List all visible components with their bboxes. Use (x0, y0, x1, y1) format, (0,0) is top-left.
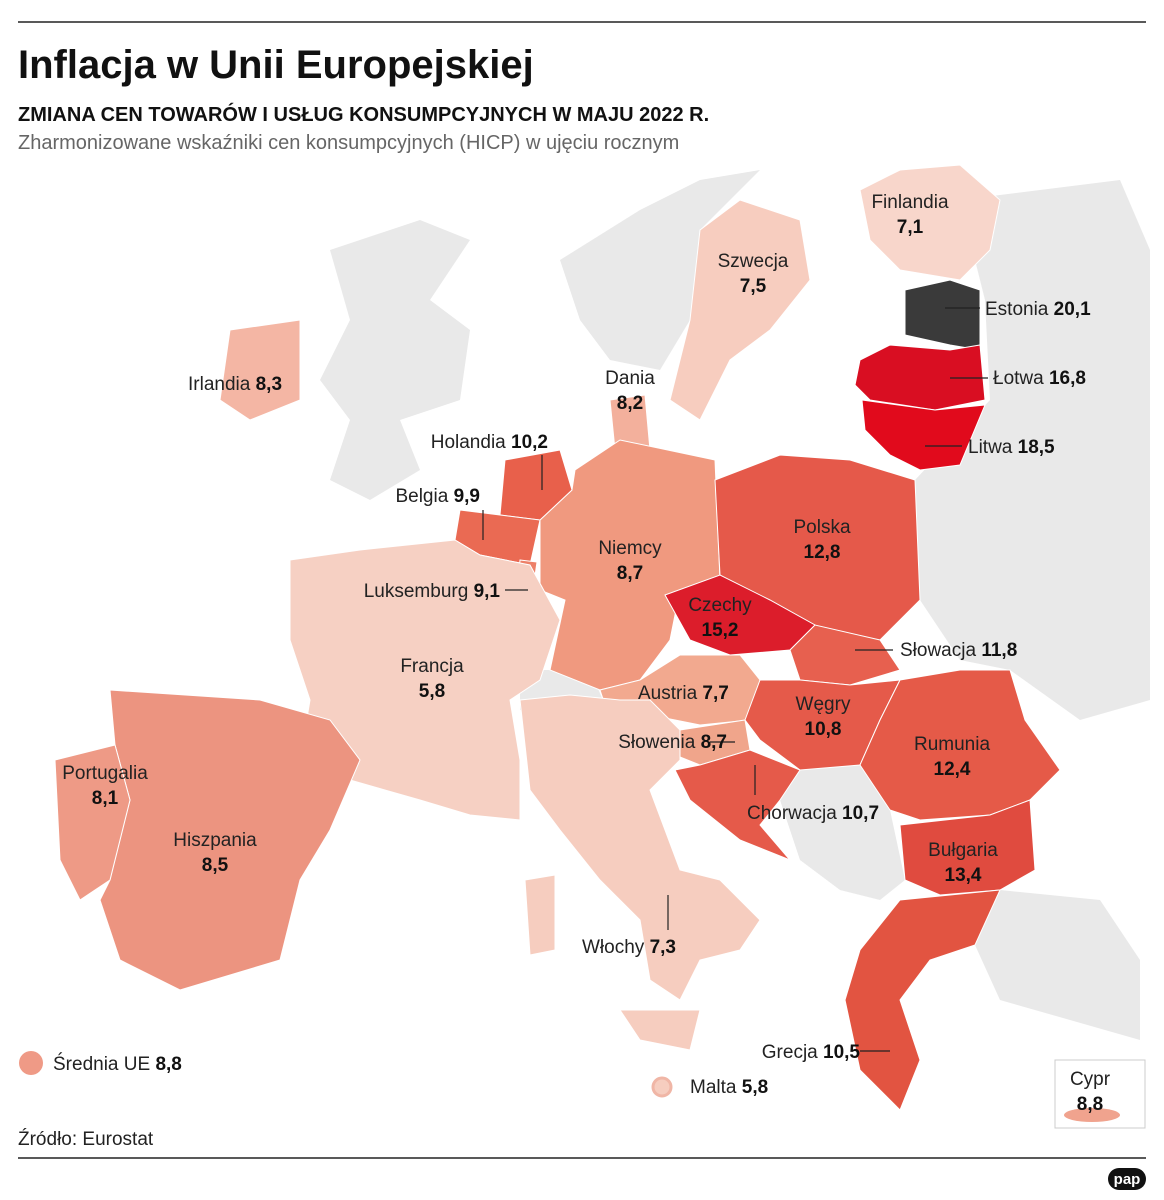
country-value: 8,2 (617, 393, 643, 414)
country-name: Hiszpania (173, 830, 257, 851)
country-value: 8,7 (617, 563, 643, 584)
country-value: 11,8 (981, 640, 1017, 661)
country-name: Litwa (968, 437, 1013, 458)
country-value: 13,4 (945, 865, 982, 886)
country-label: Luksemburg 9,1 (364, 581, 501, 602)
country-value: 8,8 (1077, 1094, 1103, 1115)
country-name: Dania (605, 368, 655, 389)
country-label: Holandia 10,2 (431, 432, 548, 453)
country-label: Belgia 9,9 (395, 486, 480, 507)
country-value: 10,2 (511, 432, 548, 453)
country-name: Estonia (985, 299, 1049, 320)
country-label: Litwa 18,5 (968, 437, 1055, 458)
latvia (854, 344, 986, 411)
country-label: Malta 5,8 (690, 1077, 768, 1098)
country-value: 18,5 (1018, 437, 1055, 458)
country-value: 10,8 (805, 719, 842, 740)
legend-name: Średnia UE (53, 1053, 150, 1075)
country-name: Irlandia (188, 374, 251, 395)
country-value: 9,9 (454, 486, 480, 507)
country-label: Słowenia 8,7 (618, 732, 727, 753)
country-name: Portugalia (62, 763, 148, 784)
title: Inflacja w Unii Europejskiej (18, 43, 534, 87)
country-label: Chorwacja 10,7 (747, 803, 879, 824)
country-name: Cypr (1070, 1069, 1111, 1090)
ireland (219, 319, 301, 421)
country-value: 7,7 (702, 683, 728, 704)
legend-swatch (19, 1051, 43, 1075)
country-value: 12,8 (804, 542, 841, 563)
country-label: Grecja 10,5 (762, 1042, 861, 1063)
country-name: Malta (690, 1077, 737, 1098)
bulgaria (899, 799, 1036, 896)
italy (519, 694, 761, 1001)
estonia (904, 279, 981, 351)
country-name: Austria (638, 683, 698, 704)
country-name: Włochy (582, 937, 645, 958)
country-value: 8,5 (202, 855, 229, 876)
country-value: 20,1 (1054, 299, 1091, 320)
countries (54, 164, 1061, 1111)
country-name: Szwecja (718, 251, 789, 272)
country-name: Chorwacja (747, 803, 837, 824)
country-labels: Finlandia 7,1 Szwecja 7,5 Estonia 20,1 Łotwa … (62, 192, 1111, 1115)
country-value: 7,3 (650, 937, 676, 958)
country-label: Austria 7,7 (638, 683, 729, 704)
greece (844, 889, 1001, 1111)
lithuania (861, 399, 986, 471)
legend-value: 8,8 (155, 1054, 181, 1075)
country-value: 9,1 (474, 581, 501, 602)
country-name: Francja (400, 656, 464, 677)
country-name: Czechy (688, 595, 752, 616)
country-value: 5,8 (419, 681, 445, 702)
country-label: Irlandia 8,3 (188, 374, 282, 395)
country-name: Luksemburg (364, 581, 469, 602)
country-label: Estonia 20,1 (985, 299, 1091, 320)
country-label: Włochy 7,3 (582, 937, 676, 958)
country-name: Węgry (796, 694, 851, 715)
country-value: 8,7 (701, 732, 727, 753)
country-name: Słowacja (900, 640, 976, 661)
leader-lines (482, 307, 988, 1052)
croatia (674, 749, 801, 861)
cyprus (1064, 1108, 1120, 1122)
background-land (320, 170, 1150, 1040)
country-value: 7,1 (897, 217, 924, 238)
malta (651, 1076, 673, 1098)
country-value: 5,8 (742, 1077, 768, 1098)
legend-label: Średnia UE 8,8 (53, 1053, 182, 1075)
country-name: Grecja (762, 1042, 818, 1063)
country-value: 8,3 (256, 374, 282, 395)
country-label: Łotwa 16,8 (993, 368, 1086, 389)
country-value: 15,2 (702, 620, 739, 641)
subtitle: ZMIANA CEN TOWARÓW I USŁUG KONSUMPCYJNYC… (18, 102, 709, 126)
portugal (54, 744, 131, 901)
country-name: Słowenia (618, 732, 696, 753)
description: Zharmonizowane wskaźniki cen konsumpcyjn… (18, 132, 679, 154)
source: Źródło: Eurostat (18, 1129, 154, 1150)
country-name: Holandia (431, 432, 506, 453)
finland (859, 164, 1001, 281)
country-value: 10,7 (842, 803, 879, 824)
country-value: 7,5 (740, 276, 767, 297)
country-name: Rumunia (914, 734, 990, 755)
country-name: Belgia (395, 486, 448, 507)
netherlands (499, 449, 573, 521)
country-value: 16,8 (1049, 368, 1086, 389)
country-label: Słowacja 11,8 (900, 640, 1017, 661)
country-name: Finlandia (871, 192, 949, 213)
sweden (669, 199, 811, 421)
sardinia (524, 874, 556, 956)
country-value: 8,1 (92, 788, 119, 809)
country-name: Bułgaria (928, 840, 998, 861)
logo: pap (1114, 1171, 1141, 1188)
logo-badge (1108, 1168, 1146, 1190)
sicily (619, 1009, 701, 1051)
country-value: 10,5 (823, 1042, 860, 1063)
country-value: 12,4 (934, 759, 971, 780)
country-name: Łotwa (993, 368, 1044, 389)
country-name: Polska (793, 517, 850, 538)
country-name: Niemcy (598, 538, 662, 559)
